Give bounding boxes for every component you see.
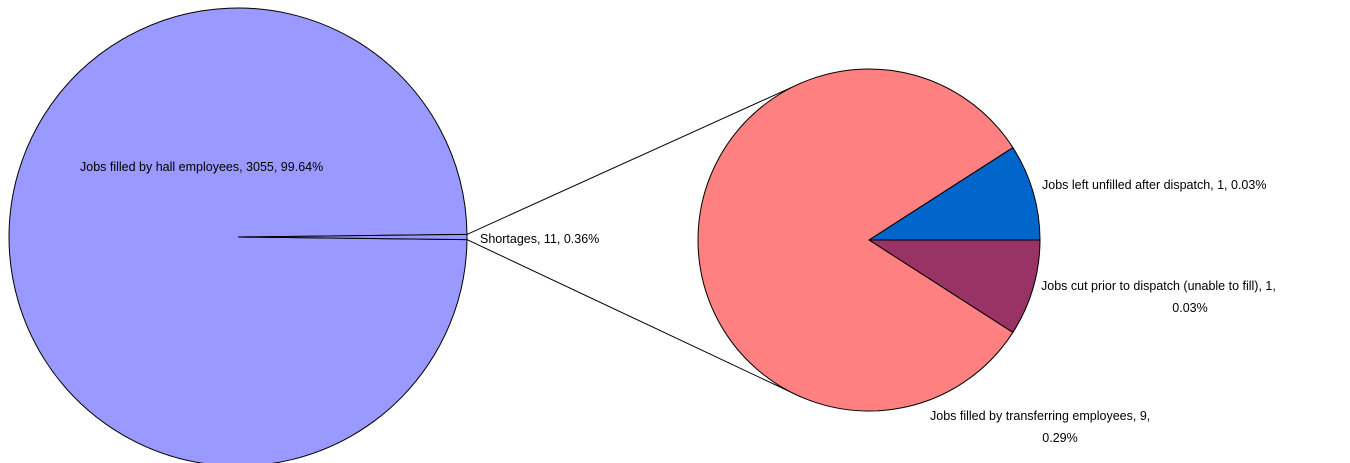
label-cut-percent: 0.03%	[1172, 301, 1207, 315]
label-cut: Jobs cut prior to dispatch (unable to fi…	[1041, 279, 1276, 293]
slice-jobs-left-unfilled-after-dispatch	[867, 146, 1041, 241]
label-transfer: Jobs filled by transferring employees, 9…	[930, 409, 1150, 423]
data-labels: Jobs filled by hall employees, 3055, 99.…	[80, 160, 1276, 445]
slice-shortages	[237, 233, 468, 241]
label-hall-employees: Jobs filled by hall employees, 3055, 99.…	[80, 160, 323, 174]
secondary-pie	[697, 68, 1041, 412]
primary-pie	[8, 7, 468, 463]
slice-jobs-filled-by-hall-employees	[8, 7, 468, 463]
label-unfilled: Jobs left unfilled after dispatch, 1, 0.…	[1042, 178, 1266, 192]
label-shortages: Shortages, 11, 0.36%	[480, 232, 599, 246]
slice-jobs-cut-prior-to-dispatch-unable-to-fill	[867, 239, 1041, 334]
connector-line-bottom	[466, 239, 802, 398]
label-transfer-percent: 0.29%	[1042, 431, 1077, 445]
connector-lines	[466, 82, 802, 398]
connector-line-top	[466, 82, 802, 235]
slice-jobs-filled-by-transferring-employees	[697, 68, 1014, 412]
